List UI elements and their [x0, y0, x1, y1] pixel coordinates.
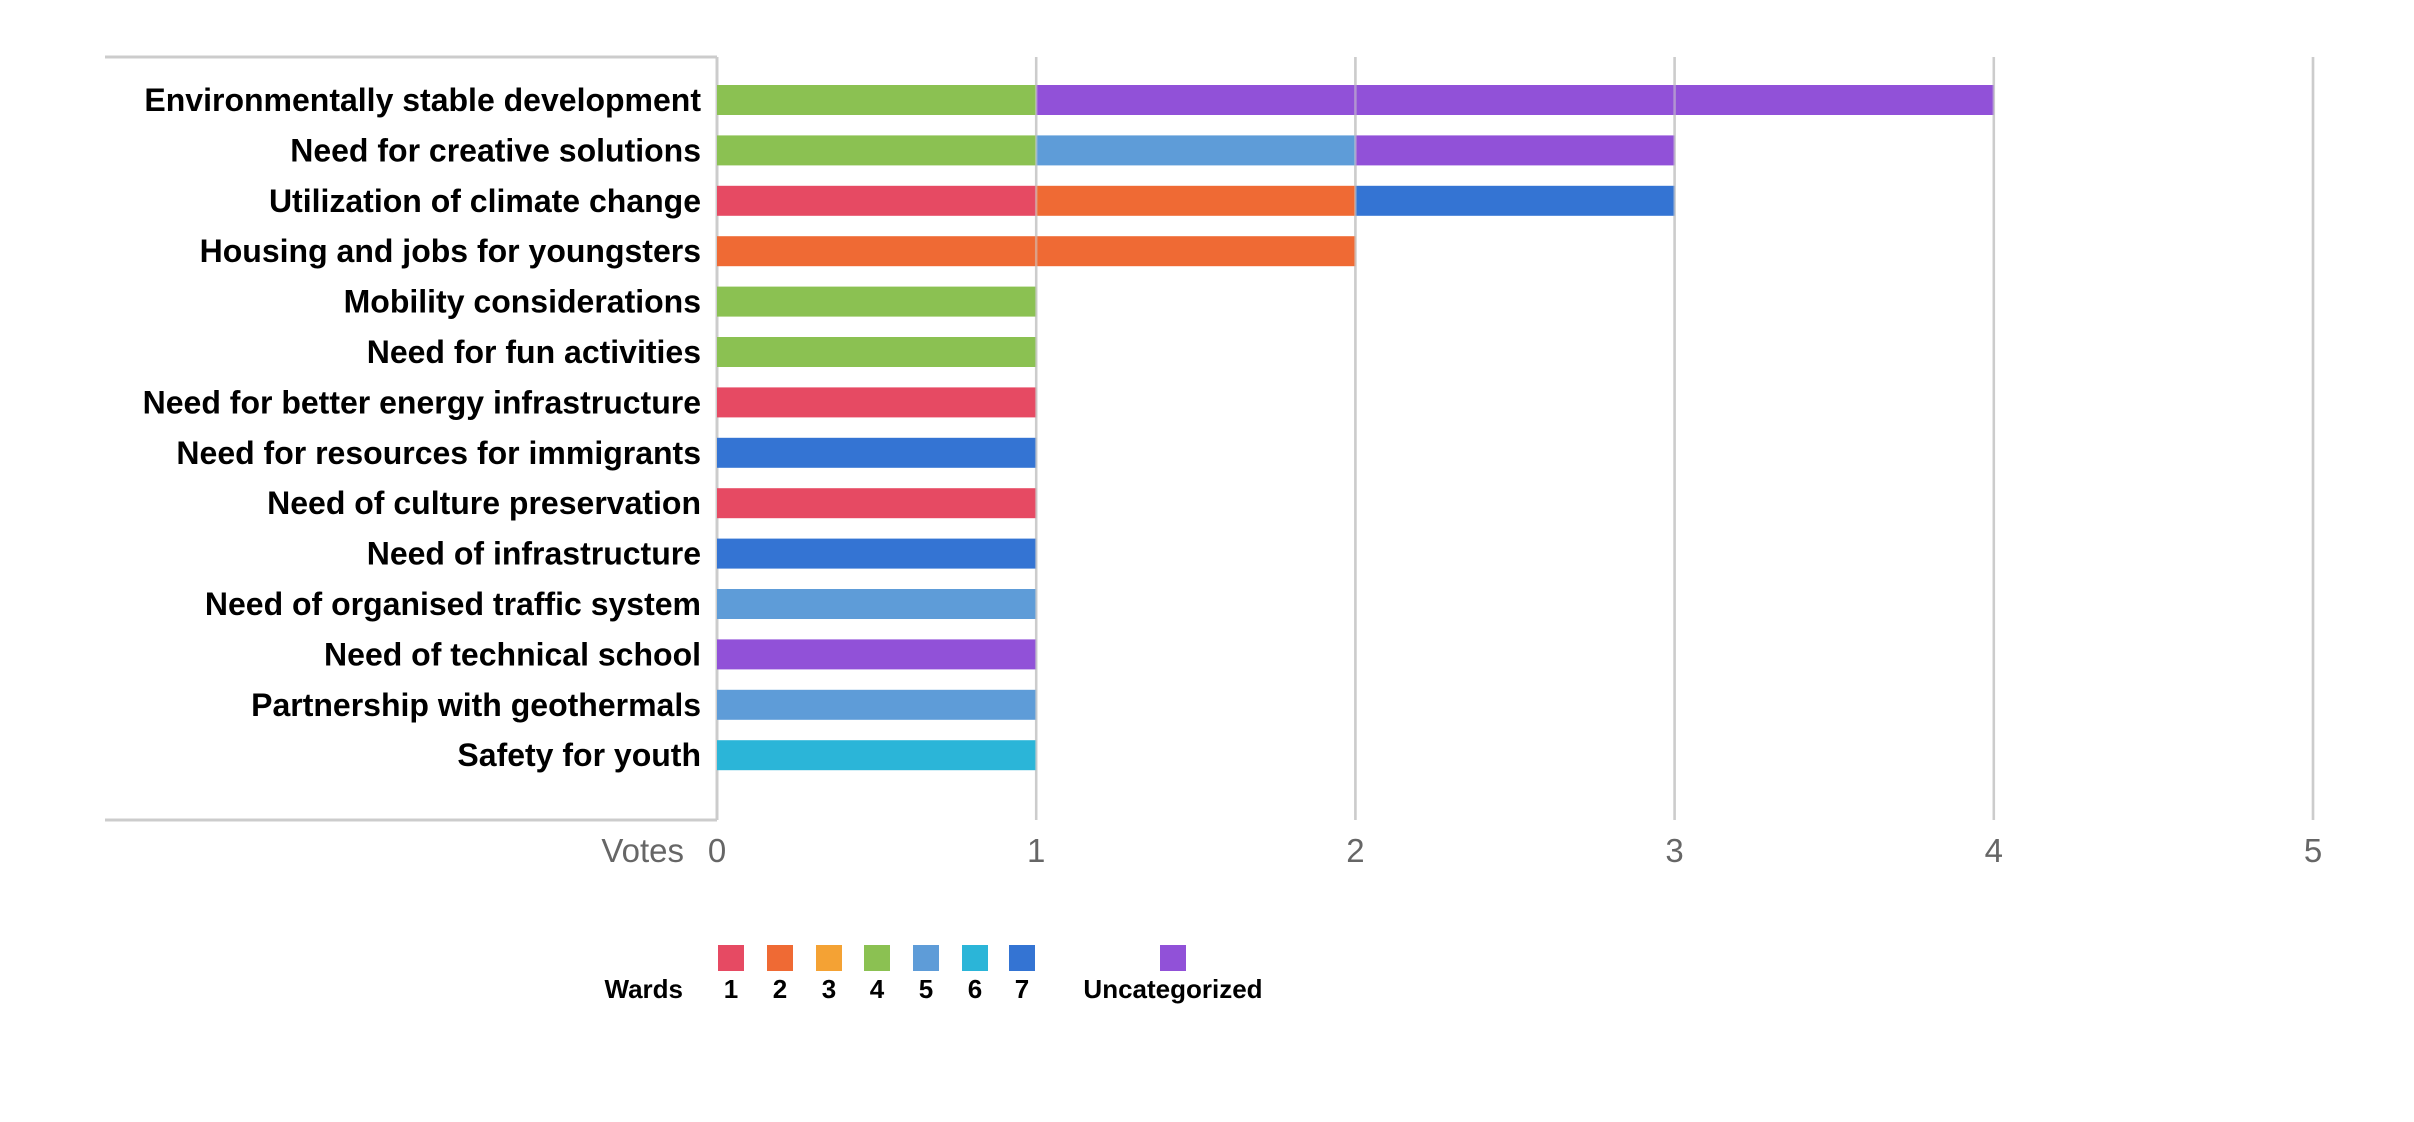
legend-item-label: 7	[1015, 974, 1029, 1004]
legend-swatch	[1009, 945, 1035, 971]
category-label: Need for creative solutions	[290, 132, 701, 168]
bar-segment	[717, 185, 1037, 216]
legend-title: Wards	[605, 974, 684, 1004]
legend-item-label: 4	[870, 974, 885, 1004]
bar-segment	[717, 740, 1037, 771]
x-tick-label: 5	[2304, 832, 2322, 869]
legend: Wards 1 2 3 4 5 6 7 Uncategorized	[605, 945, 1263, 1004]
bar-segment	[717, 639, 1037, 670]
x-tick-label: 2	[1346, 832, 1364, 869]
bar-segment	[1036, 185, 1356, 216]
category-label: Utilization of climate change	[269, 183, 701, 219]
legend-item-label: 3	[822, 974, 836, 1004]
legend-item-label: 2	[773, 974, 787, 1004]
bar-segment	[1036, 135, 1356, 166]
legend-swatch	[1160, 945, 1186, 971]
category-label: Need of infrastructure	[367, 536, 701, 572]
legend-swatch	[816, 945, 842, 971]
legend-swatch	[767, 945, 793, 971]
bar-segment	[717, 286, 1037, 317]
bar-segment	[717, 589, 1037, 619]
x-tick-label: 1	[1027, 832, 1045, 869]
x-tick-label: 3	[1665, 832, 1683, 869]
bar-segment	[717, 135, 1037, 166]
legend-item-label: 5	[919, 974, 933, 1004]
bar-segment	[717, 538, 1037, 569]
bar-segment	[717, 337, 1037, 367]
legend-swatch	[864, 945, 890, 971]
legend-swatch	[962, 945, 988, 971]
category-label: Environmentally stable development	[144, 82, 701, 118]
category-label: Need for fun activities	[367, 334, 701, 370]
category-label: Need for resources for immigrants	[176, 435, 701, 471]
bar-segment	[1355, 135, 1675, 166]
legend-item-label: Uncategorized	[1083, 974, 1262, 1004]
bar-segment	[1355, 185, 1675, 216]
category-label: Need of technical school	[324, 636, 701, 672]
category-label: Need of culture preservation	[267, 485, 701, 521]
bar-segment	[717, 387, 1037, 418]
category-label: Need of organised traffic system	[205, 586, 701, 622]
bar-segment	[717, 689, 1037, 720]
bar-group	[717, 57, 2315, 820]
bar-segment	[717, 488, 1037, 519]
x-tick-label: 0	[708, 832, 726, 869]
category-label: Housing and jobs for youngsters	[200, 233, 701, 269]
category-label: Partnership with geothermals	[251, 687, 701, 723]
x-axis-title: Votes	[601, 832, 684, 869]
category-label: Safety for youth	[457, 737, 701, 773]
legend-swatch	[718, 945, 744, 971]
legend-swatch	[913, 945, 939, 971]
legend-item-label: 6	[968, 974, 982, 1004]
bar-segment	[1036, 85, 1994, 115]
x-tick-label: 4	[1985, 832, 2003, 869]
category-label: Need for better energy infrastructure	[143, 384, 701, 420]
category-label: Mobility considerations	[344, 284, 701, 320]
bar-segment	[717, 85, 1037, 115]
bar-segment	[717, 437, 1037, 468]
x-axis-ticks: 0 1 2 3 4 5	[708, 832, 2322, 869]
category-labels: Environmentally stable development Need f…	[143, 82, 702, 773]
legend-item-label: 1	[724, 974, 738, 1004]
